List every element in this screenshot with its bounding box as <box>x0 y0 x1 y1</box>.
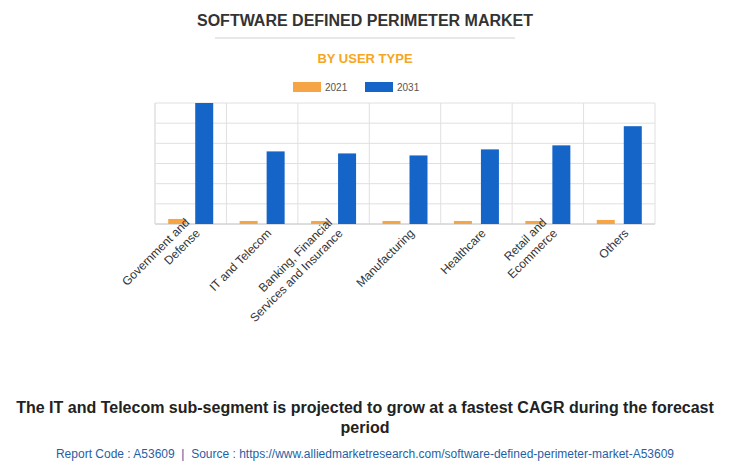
bar <box>338 153 356 224</box>
grid-line <box>155 203 655 204</box>
category-label: Government andDefense <box>119 215 203 299</box>
bar <box>552 145 570 224</box>
bar <box>481 149 499 224</box>
subtitle: BY USER TYPE <box>317 51 412 66</box>
bar <box>195 103 213 224</box>
bars <box>168 103 642 224</box>
category-divider <box>655 103 656 224</box>
category-label: Retail andEcommerce <box>494 215 560 281</box>
category-divider <box>226 103 227 224</box>
grid-line <box>155 123 655 124</box>
category-divider <box>155 103 156 224</box>
category-label-line: Others <box>596 226 631 261</box>
category-divider <box>440 103 441 224</box>
category-divider <box>583 103 584 224</box>
grid-line <box>155 163 655 164</box>
x-axis <box>155 224 655 225</box>
title: SOFTWARE DEFINED PERIMETER MARKET <box>197 12 533 29</box>
legend-label: 2021 <box>325 82 348 93</box>
grid-line <box>155 103 655 104</box>
legend-swatch <box>293 82 321 92</box>
grid-line <box>155 183 655 184</box>
category-divider <box>297 103 298 224</box>
category-label-line: Defense <box>161 226 203 268</box>
bar <box>267 151 285 224</box>
category-divider <box>369 103 370 224</box>
grid-line <box>155 224 655 225</box>
category-label: Banking, FinancialServices and Insurance <box>237 215 346 324</box>
grid-line <box>155 143 655 144</box>
category-label: Healthcare <box>438 226 489 277</box>
source: Report Code : A53609 | Source : https://… <box>0 447 730 461</box>
legend-swatch <box>365 82 393 92</box>
bar <box>240 221 258 224</box>
bar <box>624 126 642 224</box>
caption: The IT and Telecom sub-segment is projec… <box>10 398 720 438</box>
bar <box>454 221 472 224</box>
category-label-line: Manufacturing <box>353 226 417 290</box>
y-axis <box>155 103 156 224</box>
category-label-line: Services and Insurance <box>247 226 346 325</box>
category-label-line: Ecommerce <box>505 226 560 281</box>
category-label: Manufacturing <box>353 226 417 290</box>
legend-label: 2031 <box>397 82 420 93</box>
bar <box>383 221 401 224</box>
category-label: Others <box>596 226 631 261</box>
category-divider <box>512 103 513 224</box>
bar <box>597 220 615 224</box>
title-rule <box>215 38 515 39</box>
category-label-line: Healthcare <box>438 226 489 277</box>
bar <box>410 155 428 224</box>
